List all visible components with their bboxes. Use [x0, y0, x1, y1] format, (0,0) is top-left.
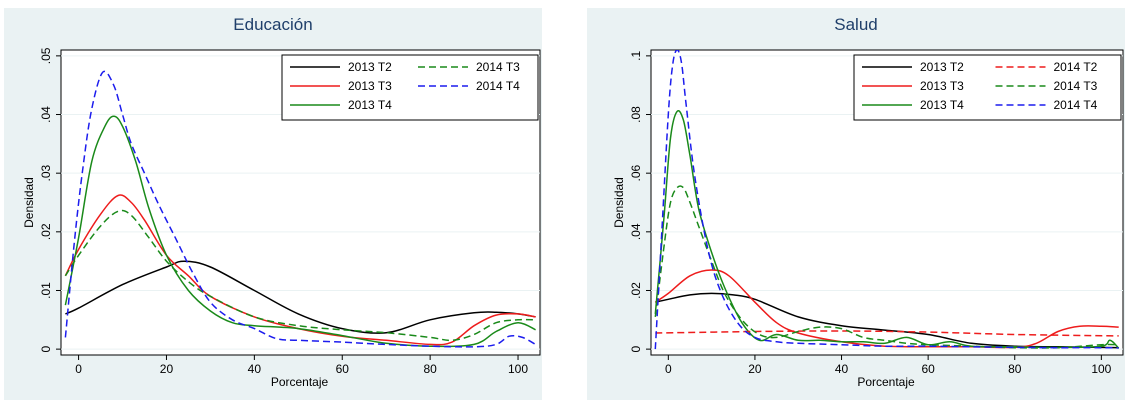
legend-label: 2014 T3: [1054, 79, 1098, 93]
chart-title: Educación: [233, 15, 312, 34]
legend-box: [281, 54, 539, 121]
x-tick-label: 20: [748, 362, 762, 376]
series-line-2013-t3: [64, 194, 536, 346]
legend-label: 2013 T3: [348, 79, 392, 93]
series-line-2014-t4: [654, 50, 1119, 350]
legend-label: 2014 T4: [476, 79, 520, 93]
legend-label: 2014 T4: [1054, 98, 1098, 112]
x-tick-label: 0: [665, 362, 672, 376]
y-tick-label: .08: [629, 106, 643, 123]
legend-label: 2013 T3: [920, 79, 964, 93]
series-line-2013-t3: [654, 269, 1119, 349]
y-tick-label: .01: [39, 282, 53, 299]
legend-label: 2013 T2: [348, 60, 392, 74]
x-tick-label: 80: [423, 362, 437, 376]
y-tick-label: .04: [629, 223, 643, 240]
chart-educacion: Educación 0 .01 .02 .03 .04 .05 0 20 40 60 80 100 Por…: [4, 8, 542, 400]
legend-label: 2013 T4: [348, 98, 392, 112]
y-axis-label: Densidad: [22, 177, 36, 228]
x-tick-label: 40: [248, 362, 262, 376]
legend-label: 2013 T2: [920, 60, 964, 74]
series-line-2014-t3: [654, 185, 1119, 349]
x-axis-label: Porcentaje: [271, 375, 329, 389]
legend-label: 2013 T4: [920, 98, 964, 112]
legend-label: 2014 T2: [1054, 60, 1098, 74]
legend-box: [853, 54, 1122, 121]
series-line-2013-t2: [65, 260, 536, 334]
x-tick-label: 40: [835, 362, 849, 376]
y-tick-label: .04: [39, 106, 53, 123]
series-line-2014-t4: [64, 70, 536, 348]
x-tick-label: 0: [75, 362, 82, 376]
x-tick-label: 20: [160, 362, 174, 376]
y-tick-label: .1: [629, 51, 643, 61]
y-tick-label: .03: [39, 165, 53, 182]
y-axis-label: Densidad: [612, 177, 626, 228]
x-tick-label: 100: [1091, 362, 1111, 376]
x-axis-label: Porcentaje: [857, 375, 915, 389]
x-tick-label: 80: [1008, 362, 1022, 376]
chart-salud: Salud 0 .02 .04 .06 .08 .1 0 20 40 60 80 100 Porcenta…: [587, 8, 1125, 400]
y-tick-label: .02: [39, 223, 53, 240]
x-tick-label: 60: [921, 362, 935, 376]
chart-title: Salud: [834, 15, 877, 34]
y-tick-label: .05: [39, 47, 53, 64]
y-tick-label: 0: [39, 345, 53, 352]
series-line-2013-t4: [64, 115, 536, 348]
y-tick-label: .06: [629, 165, 643, 182]
x-tick-label: 60: [336, 362, 350, 376]
y-tick-label: 0: [629, 345, 643, 352]
legend-label: 2014 T3: [476, 60, 520, 74]
x-tick-label: 100: [508, 362, 528, 376]
y-tick-label: .02: [629, 282, 643, 299]
